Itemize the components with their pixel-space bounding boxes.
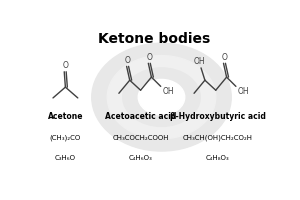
Text: (CH₃)₂CO: (CH₃)₂CO <box>50 135 81 141</box>
Text: Ketone bodies: Ketone bodies <box>98 32 210 46</box>
Text: OH: OH <box>238 87 249 96</box>
Text: O: O <box>125 56 131 65</box>
Text: OH: OH <box>194 57 205 66</box>
Text: C₃H₆O: C₃H₆O <box>55 155 76 161</box>
Text: O: O <box>222 53 228 62</box>
Text: O: O <box>147 53 152 62</box>
Text: C₄H₈O₃: C₄H₈O₃ <box>206 155 230 161</box>
Ellipse shape <box>138 79 185 115</box>
Text: O: O <box>63 61 69 70</box>
Text: CH₃COCH₂COOH: CH₃COCH₂COOH <box>113 135 169 141</box>
Text: CH₃CH(OH)CH₂CO₂H: CH₃CH(OH)CH₂CO₂H <box>183 135 253 141</box>
Text: Acetone: Acetone <box>48 112 83 121</box>
Text: C₄H₆O₃: C₄H₆O₃ <box>129 155 153 161</box>
Text: Acetoacetic acid: Acetoacetic acid <box>105 112 177 121</box>
Ellipse shape <box>123 68 200 126</box>
Text: OH: OH <box>162 87 174 96</box>
Text: β-Hydroxybutyric acid: β-Hydroxybutyric acid <box>170 112 266 121</box>
Ellipse shape <box>92 43 231 151</box>
Ellipse shape <box>107 56 216 139</box>
